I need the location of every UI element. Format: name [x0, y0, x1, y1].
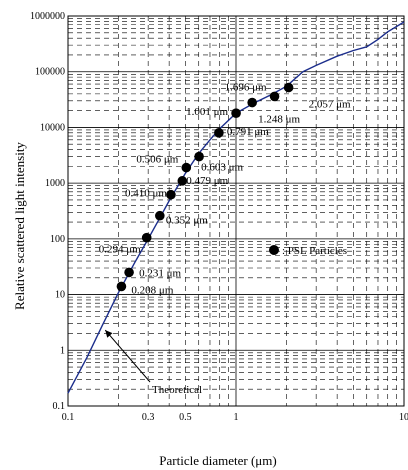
axes: [67, 15, 405, 407]
point-label: 1.696 μm: [225, 81, 267, 93]
psl-point: [269, 91, 280, 102]
plot-frame: [67, 15, 405, 407]
y-tick-label: 100: [50, 234, 65, 245]
psl-point: [166, 189, 176, 200]
theoretical-series: [67, 21, 405, 394]
psl-point: [116, 281, 127, 292]
legend-marker: [269, 245, 279, 255]
x-axis-title: Particle diameter (μm): [159, 453, 276, 468]
y-tick-labels: 0.1 1 10 100 1000 10000 100000 1000000: [30, 11, 65, 412]
point-label: 0.231 μm: [139, 267, 181, 279]
point-label: 0.410 μm: [125, 188, 167, 200]
psl-points: [116, 82, 294, 292]
point-labels: 0.208 μm 0.231 μm 0.294 μm 0.352 μm 0.410 μm…: [99, 81, 351, 296]
x-tick-label: 10: [399, 412, 408, 423]
point-label: 1.001 μm: [186, 106, 228, 118]
psl-point: [214, 128, 224, 138]
y-tick-label: 100000: [35, 67, 65, 78]
point-label: 0.603 μm: [201, 162, 243, 174]
psl-point: [155, 210, 165, 221]
y-tick-label: 10: [55, 290, 65, 301]
y-tick-label: 1: [60, 345, 65, 356]
psl-point: [141, 232, 152, 243]
x-tick-label: 0.1: [62, 412, 75, 423]
theoretical-annotation: Theoretical: [152, 384, 202, 396]
psl-point: [194, 151, 204, 162]
point-label: 0.352 μm: [166, 215, 208, 227]
point-label: 2.057 μm: [309, 99, 351, 111]
y-tick-label: 10000: [40, 122, 65, 133]
y-axis-title: Relative scattered light intensity: [12, 142, 27, 310]
y-tick-label: 0.1: [53, 401, 66, 412]
legend: : PSL Particles: [269, 245, 347, 257]
theoretical-arrowhead: [105, 330, 113, 338]
theoretical-curve: [67, 21, 405, 394]
point-label: 0.506 μm: [136, 154, 178, 166]
psl-point: [181, 162, 192, 173]
psl-point: [124, 267, 134, 278]
point-label: 0.479 μm: [186, 175, 228, 187]
theoretical-arrow: [104, 329, 151, 383]
point-label: 1.248 μm: [258, 114, 300, 126]
y-tick-label: 1000000: [30, 11, 65, 22]
y-tick-label: 1000: [45, 178, 65, 189]
point-label: 0.294 μm: [99, 244, 141, 256]
psl-point: [283, 82, 294, 93]
x-tick-label: 0.3: [142, 412, 155, 423]
x-tick-label: 1: [234, 412, 239, 423]
annotation: Theoretical: [104, 329, 202, 396]
x-tick-label: 0.5: [179, 412, 192, 423]
x-tick-labels: 0.1 0.3 0.5 1 10: [62, 412, 408, 423]
psl-point: [177, 176, 188, 186]
psl-point: [231, 108, 241, 119]
point-label: 0.791 μm: [227, 126, 269, 138]
psl-point: [247, 97, 257, 108]
legend-label: : PSL Particles: [282, 245, 347, 257]
grid: [68, 16, 404, 406]
point-label: 0.208 μm: [131, 284, 173, 296]
